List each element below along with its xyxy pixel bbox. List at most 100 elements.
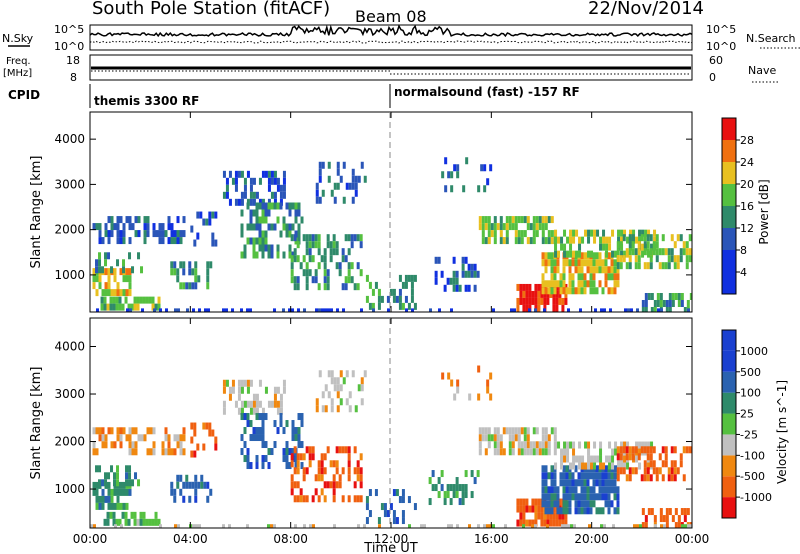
power-cell (571, 273, 575, 281)
cpid-label: CPID (8, 88, 40, 102)
velocity-cell (544, 507, 548, 515)
power-cell (240, 251, 244, 259)
power-cell (347, 262, 351, 270)
velocity-cell (338, 481, 342, 489)
power-cell (305, 283, 309, 291)
velocity-cell (598, 507, 602, 515)
power-cell (146, 230, 150, 238)
power-cell (231, 177, 235, 185)
power-cell (354, 189, 358, 197)
power-cell (176, 216, 180, 224)
velocity-cell (650, 508, 654, 516)
velocity-cell (643, 467, 647, 475)
power-cell (273, 170, 277, 178)
power-cell (592, 259, 596, 267)
velocity-cell (631, 453, 635, 461)
power-cell (255, 251, 259, 259)
power-cell (616, 280, 620, 288)
power-cell (514, 230, 518, 238)
power-cell (631, 234, 635, 242)
freq-tick-bottom: 8 (70, 71, 77, 84)
power-cell (649, 262, 653, 270)
velocity-cell (347, 460, 351, 468)
power-cell (601, 287, 605, 295)
power-cell (413, 302, 417, 310)
velocity-cell (360, 384, 364, 392)
velocity-cell (440, 484, 444, 492)
power-cell (554, 236, 558, 244)
velocity-cell (578, 462, 582, 470)
velocity-cell (611, 448, 615, 456)
velocity-cell (359, 495, 363, 503)
power-cell (537, 304, 541, 312)
velocity-cell (550, 479, 554, 487)
velocity-cell (98, 479, 102, 487)
velocity-cell (214, 436, 218, 444)
velocity-cell (98, 465, 102, 473)
noise-search-trace (89, 40, 693, 44)
power-cell (318, 196, 322, 204)
power-cell (182, 282, 186, 290)
power-cell (647, 292, 651, 300)
power-cell (558, 297, 562, 305)
power-cell (552, 290, 556, 298)
velocity-cell (174, 524, 177, 528)
power-cell (107, 268, 111, 276)
velocity-cell (92, 488, 96, 496)
power-cell (456, 171, 460, 179)
power-cell (556, 266, 560, 274)
power-cell (670, 234, 674, 242)
power-cell (561, 304, 565, 312)
velocity-cell (502, 427, 506, 435)
power-cell (351, 196, 355, 204)
velocity-cell (104, 434, 108, 442)
power-cell (616, 273, 620, 281)
power-cell (293, 255, 297, 263)
power-cell (308, 234, 312, 242)
power-cell (273, 198, 277, 206)
power-cell (109, 303, 113, 311)
power-cell (592, 252, 596, 260)
power-cell (610, 273, 614, 281)
power-cell (264, 202, 268, 210)
velocity-cell (486, 386, 490, 394)
velocity-cell (170, 488, 174, 496)
velocity-cell (552, 512, 556, 520)
power-cell (231, 308, 234, 312)
velocity-cell (320, 453, 324, 461)
velocity-cell (595, 472, 599, 480)
velocity-cell (333, 524, 336, 528)
power-cell (279, 202, 283, 210)
power-cell (258, 223, 262, 231)
power-cell (587, 229, 591, 237)
power-cell (644, 299, 648, 307)
power-cell (305, 248, 309, 256)
velocity-cell (282, 379, 286, 387)
power-cell (540, 290, 544, 298)
power-cell (270, 244, 274, 252)
power-cell (240, 230, 244, 238)
power-cell (92, 275, 96, 283)
power-cell (538, 223, 542, 231)
velocity-cell (296, 467, 300, 475)
power-cell (610, 266, 614, 274)
power-cell (523, 230, 527, 238)
velocity-cell (522, 512, 526, 520)
velocity-cell (243, 455, 247, 463)
power-cell (182, 230, 186, 238)
velocity-cell (116, 502, 120, 510)
power-cell (481, 230, 485, 238)
velocity-cell (478, 434, 482, 442)
power-cell (508, 216, 512, 224)
velocity-cell (470, 470, 474, 478)
power-cell (128, 268, 132, 276)
power-cell (434, 270, 438, 278)
velocity-cell (537, 512, 541, 520)
velocity-cell (149, 427, 153, 435)
velocity-cell (167, 448, 171, 456)
x-tick-label: 00:00 (73, 532, 108, 546)
velocity-cell (613, 465, 617, 473)
velocity-cell (478, 427, 482, 435)
velocity-cell (478, 448, 482, 456)
velocity-cell (190, 436, 194, 444)
